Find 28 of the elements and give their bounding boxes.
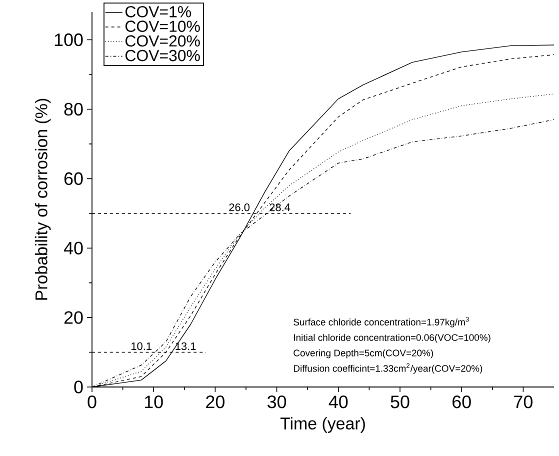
y-axis-title: Probability of corrosion (%): [34, 98, 51, 300]
x-tick-label: 70: [514, 396, 532, 408]
legend-label: COV=20%: [126, 35, 200, 47]
x-tick-label: 0: [88, 396, 96, 408]
x-tick-label: 20: [206, 396, 224, 408]
y-tick-label: 80: [64, 102, 83, 116]
y-tick-label: 40: [64, 242, 83, 254]
x-tick-label: 50: [390, 396, 410, 408]
legend-label: COV=1%: [126, 6, 192, 18]
annotation: Initial chloride concentration=0.06(VOC=100%): [294, 334, 490, 343]
annotation: 28.4: [270, 203, 290, 212]
annotation: 10.1: [132, 342, 152, 350]
annotation: 13.1: [176, 342, 196, 350]
x-tick-label: 40: [328, 396, 348, 408]
legend-label: COV=30%: [126, 50, 200, 62]
x-axis-title: Time (year): [280, 417, 365, 433]
annotation: Surface chloride concentration=1.97kg/m$^{3}$: [294, 316, 469, 328]
legend-label: COV=10%: [126, 20, 200, 32]
y-tick-label: 20: [64, 311, 83, 324]
annotation: Diffusion coefficint=1.33cm$^{2}$/year(COV=20%): [294, 363, 482, 374]
annotation: Covering Depth=5cm(COV=20%): [294, 349, 434, 358]
y-tick-label: 0: [74, 380, 83, 394]
x-tick-label: 10: [144, 396, 163, 408]
x-tick-label: 30: [268, 396, 286, 408]
x-tick-label: 60: [452, 396, 471, 408]
annotation: 26.0: [229, 203, 250, 212]
y-tick-label: 100: [54, 33, 83, 46]
y-tick-label: 60: [64, 172, 83, 186]
